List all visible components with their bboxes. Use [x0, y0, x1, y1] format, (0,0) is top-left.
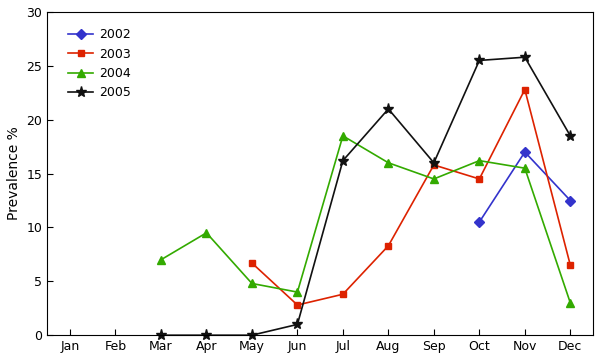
2005 — [339, 158, 346, 163]
2005 — [157, 333, 164, 337]
Y-axis label: Prevalence %: Prevalence % — [7, 127, 21, 220]
2005 — [248, 333, 256, 337]
2005 — [476, 58, 483, 63]
Line: 2005: 2005 — [155, 51, 576, 341]
2003 — [476, 177, 483, 181]
2004 — [339, 134, 346, 138]
2002 — [476, 220, 483, 224]
2002 — [567, 198, 574, 203]
2003 — [248, 261, 256, 265]
2005 — [203, 333, 210, 337]
2005 — [521, 55, 529, 59]
Line: 2004: 2004 — [157, 132, 574, 307]
2003 — [567, 263, 574, 267]
2004 — [385, 161, 392, 165]
2005 — [430, 161, 437, 165]
2004 — [567, 301, 574, 305]
2004 — [203, 231, 210, 235]
Legend: 2002, 2003, 2004, 2005: 2002, 2003, 2004, 2005 — [64, 24, 135, 103]
2003 — [430, 163, 437, 167]
2003 — [339, 292, 346, 296]
2002 — [521, 150, 529, 154]
Line: 2002: 2002 — [476, 149, 574, 225]
2005 — [294, 322, 301, 327]
2004 — [476, 158, 483, 163]
2004 — [521, 166, 529, 170]
2004 — [157, 258, 164, 262]
2003 — [385, 244, 392, 248]
2004 — [248, 281, 256, 285]
2005 — [567, 134, 574, 138]
2004 — [430, 177, 437, 181]
2003 — [521, 87, 529, 92]
Line: 2003: 2003 — [248, 86, 574, 309]
2003 — [294, 303, 301, 307]
2005 — [385, 107, 392, 111]
2004 — [294, 290, 301, 294]
